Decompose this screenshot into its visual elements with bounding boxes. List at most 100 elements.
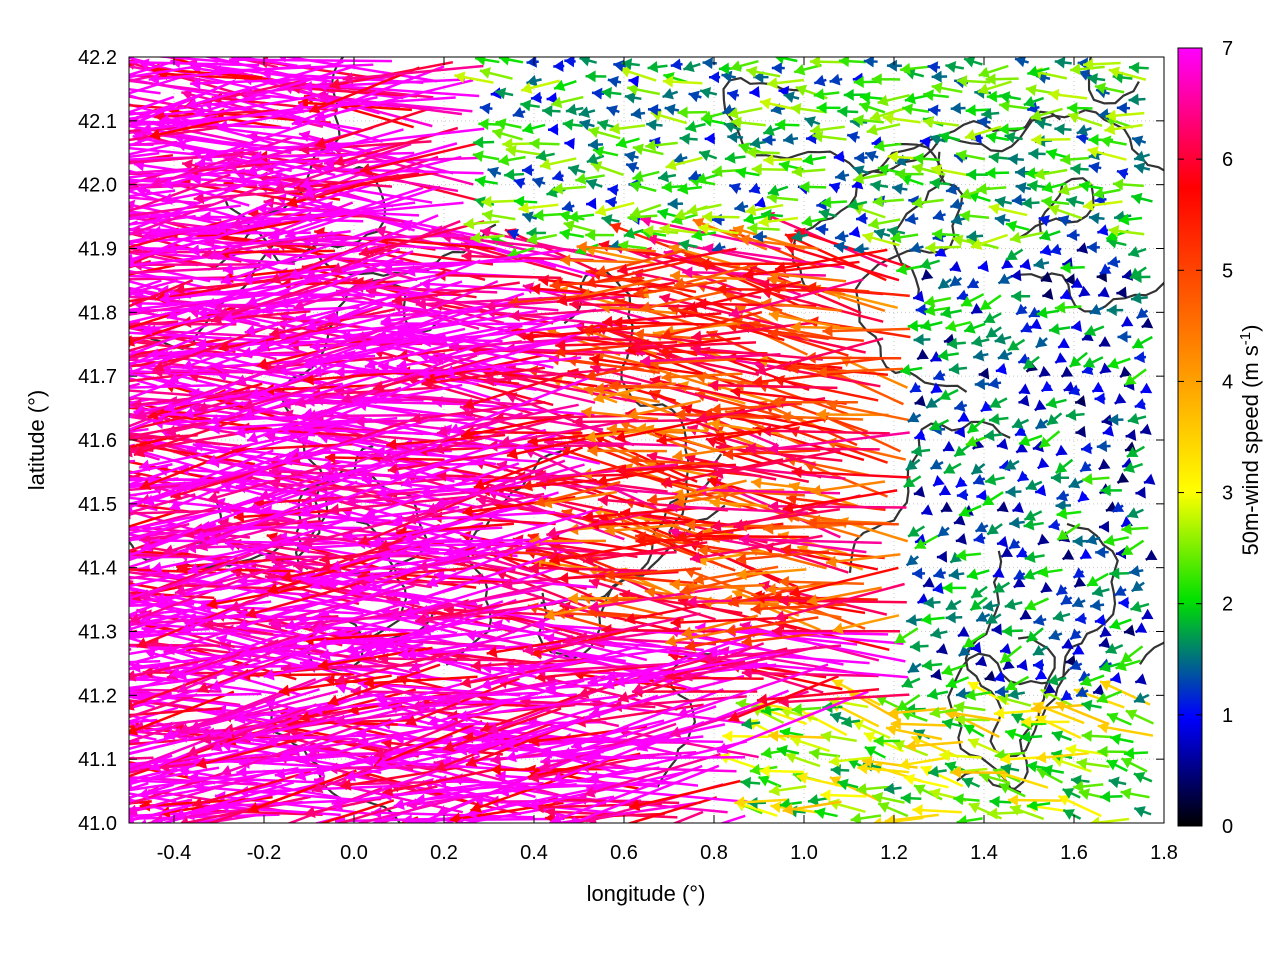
wind-vector xyxy=(958,504,982,518)
wind-vector xyxy=(1096,690,1122,704)
wind-vector xyxy=(814,807,838,820)
wind-vector xyxy=(644,586,726,603)
wind-vector xyxy=(1115,659,1142,672)
wind-vector xyxy=(129,749,239,768)
wind-vector xyxy=(1109,567,1130,580)
wind-vector xyxy=(873,734,901,747)
wind-vector xyxy=(628,454,722,467)
wind-vector xyxy=(611,695,747,713)
wind-vector xyxy=(350,685,495,698)
wind-vector xyxy=(1069,628,1082,641)
wind-vector xyxy=(129,720,190,743)
wind-vector xyxy=(129,587,233,620)
wind-vector xyxy=(791,703,822,716)
wind-vector xyxy=(522,630,664,656)
wind-vector xyxy=(920,613,945,626)
wind-vector xyxy=(784,751,821,768)
wind-vector xyxy=(188,815,233,823)
wind-vector xyxy=(129,289,140,297)
wind-vector xyxy=(129,706,179,723)
wind-vector xyxy=(1108,776,1127,789)
wind-vector xyxy=(807,793,828,806)
wind-vector xyxy=(857,762,910,775)
wind-vector xyxy=(941,663,967,676)
wind-vector xyxy=(905,739,964,752)
wind-vector xyxy=(1015,442,1028,454)
x-tick-label: -0.2 xyxy=(247,842,281,864)
wind-vector xyxy=(837,778,859,791)
wind-vector xyxy=(129,692,172,696)
wind-vector xyxy=(1055,499,1072,512)
wind-vector xyxy=(1126,507,1144,519)
wind-vector xyxy=(989,795,1012,808)
wind-vector xyxy=(129,412,171,421)
wind-vector xyxy=(993,707,1042,719)
wind-vector xyxy=(774,582,905,623)
wind-vector xyxy=(1056,489,1070,502)
x-tick-label: 0.6 xyxy=(610,842,638,864)
wind-vector xyxy=(984,670,997,682)
colorbar-tick-label: 6 xyxy=(1222,149,1233,171)
wind-vector xyxy=(549,540,661,566)
wind-vector xyxy=(378,662,536,710)
wind-vector xyxy=(268,584,415,628)
wind-vector xyxy=(954,713,990,726)
wind-vector xyxy=(871,791,905,804)
wind-vector xyxy=(129,463,190,487)
wind-vector xyxy=(443,507,601,558)
wind-vector xyxy=(129,509,180,528)
wind-vector xyxy=(1116,472,1130,484)
wind-vector xyxy=(589,674,745,719)
wind-vector xyxy=(191,770,312,809)
wind-vector xyxy=(1034,484,1047,497)
wind-vector xyxy=(582,506,701,523)
wind-vector xyxy=(789,566,899,598)
wind-vector xyxy=(996,535,1009,548)
wind-vector xyxy=(186,703,318,757)
wind-vector xyxy=(304,785,438,818)
wind-vector xyxy=(1048,629,1063,641)
wind-vector xyxy=(1007,687,1025,700)
wind-vector xyxy=(1013,576,1026,589)
wind-vector xyxy=(1130,600,1150,613)
wind-vector xyxy=(877,801,909,818)
wind-vector xyxy=(1052,610,1071,622)
wind-vector xyxy=(129,397,135,401)
wind-vector xyxy=(1001,625,1023,638)
wind-vector xyxy=(941,717,963,730)
wind-vector xyxy=(778,693,910,708)
wind-vector xyxy=(1062,808,1082,820)
wind-vector xyxy=(1092,684,1105,696)
x-tick-label: 1.0 xyxy=(790,842,818,864)
wind-vector xyxy=(722,448,821,461)
wind-vector xyxy=(129,250,135,254)
wind-vector xyxy=(1037,457,1050,470)
wind-vector xyxy=(1081,699,1102,712)
wind-vector xyxy=(436,754,585,817)
y-tick-label: 41.6 xyxy=(78,430,117,452)
wind-vector xyxy=(920,765,964,788)
wind-vector xyxy=(725,616,819,636)
wind-vector xyxy=(1109,733,1134,746)
wind-vector xyxy=(175,449,332,493)
contour-line xyxy=(1087,57,1140,105)
wind-vector xyxy=(932,475,945,487)
wind-vector xyxy=(1020,731,1043,744)
wind-vector xyxy=(967,737,1006,757)
x-tick-label: 1.2 xyxy=(880,842,908,864)
wind-vector xyxy=(216,634,375,680)
wind-vector xyxy=(972,473,986,485)
wind-vector xyxy=(1016,470,1030,483)
wind-vector xyxy=(313,733,473,777)
wind-vector xyxy=(1120,757,1148,773)
wind-vector xyxy=(768,784,807,797)
wind-vector xyxy=(1080,442,1093,455)
wind-vector xyxy=(864,745,886,759)
wind-vector xyxy=(174,556,319,597)
y-tick-label: 42.1 xyxy=(78,111,117,133)
wind-vector xyxy=(1023,509,1043,521)
wind-vector xyxy=(129,629,138,634)
wind-vector xyxy=(1121,539,1145,557)
y-tick-label: 42.0 xyxy=(78,175,117,197)
wind-vector xyxy=(956,488,969,501)
